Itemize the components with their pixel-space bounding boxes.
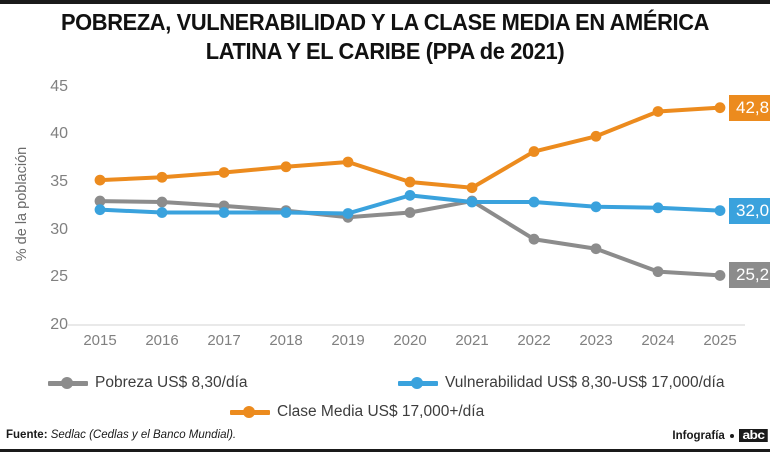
series-point [590, 201, 602, 213]
series-point [94, 195, 106, 207]
series-point [714, 270, 726, 281]
legend-marker-icon [48, 377, 88, 389]
series-point [94, 204, 106, 216]
series-point [714, 102, 726, 114]
series-point [528, 233, 540, 245]
x-tick-label: 2024 [641, 332, 675, 349]
x-tick-label: 2018 [269, 332, 303, 349]
series-point [404, 176, 416, 188]
x-tick-label: 2021 [455, 332, 489, 349]
credit-block: Infografía abc [672, 429, 768, 442]
x-tick-label: 2019 [331, 332, 365, 349]
source-text: Sedlac (Cedlas y el Banco Mundial). [50, 429, 237, 441]
y-tick-label: 45 [50, 77, 68, 95]
page-title: POBREZA, VULNERABILIDAD Y LA CLASE MEDIA… [60, 9, 710, 64]
footer-divider [0, 449, 770, 452]
x-tick-label: 2015 [83, 332, 117, 349]
series-point [280, 161, 292, 173]
series-point [280, 207, 292, 218]
top-divider [0, 0, 770, 4]
legend-marker-icon [230, 406, 270, 418]
series-point [528, 196, 540, 208]
x-tick-label: 2016 [145, 332, 179, 349]
series-point [404, 189, 416, 201]
series-point [156, 171, 168, 183]
y-tick-label: 30 [50, 220, 68, 238]
x-tick-label: 2022 [517, 332, 551, 349]
series-end-value-label: 32,0 [729, 197, 770, 224]
series-point [218, 167, 230, 178]
legend-item[interactable]: Pobreza US$ 8,30/día [48, 372, 248, 394]
credit-label: Infografía [672, 429, 725, 442]
series-point [714, 205, 726, 217]
y-tick-label: 40 [50, 125, 68, 143]
x-tick-label: 2017 [207, 332, 241, 349]
series-end-value-label: 42,8 [729, 94, 770, 121]
series-point [404, 207, 416, 218]
x-tick-label: 2025 [703, 332, 737, 349]
y-tick-label: 35 [50, 173, 68, 191]
source-note: Fuente: Sedlac (Cedlas y el Banco Mundia… [6, 429, 236, 441]
legend-marker-icon [398, 377, 438, 389]
series-point [342, 208, 354, 219]
y-tick-label: 20 [50, 316, 68, 333]
series-point [652, 202, 664, 214]
chart-plot-area: % de la población 45 40 35 30 25 20 2015 2016 2… [0, 70, 770, 366]
x-axis-ticks: 2015 2016 2017 2018 2019 2020 2021 2022 2023 2024… [0, 332, 770, 362]
series-point [528, 146, 540, 157]
series-point [342, 156, 354, 168]
series-point [590, 243, 602, 255]
series-point [156, 207, 168, 218]
series-point [652, 266, 664, 278]
series-point [218, 207, 230, 218]
series-end-value-label: 25,2 [729, 262, 770, 289]
chart-legend: Pobreza US$ 8,30/día Vulnerabilidad US$ 8… [0, 372, 770, 426]
series-line [98, 105, 722, 190]
legend-item[interactable]: Clase Media US$ 17,000+/día [230, 401, 484, 423]
y-axis-ticks: 45 40 35 30 25 20 [22, 70, 68, 366]
legend-label: Pobreza US$ 8,30/día [95, 374, 248, 391]
series-point [590, 130, 602, 142]
x-tick-label: 2020 [393, 332, 427, 349]
legend-label: Clase Media US$ 17,000+/día [277, 403, 485, 420]
bullet-icon [729, 433, 734, 438]
abc-logo: abc [738, 429, 768, 442]
series-point [466, 196, 478, 208]
series-point [94, 174, 106, 186]
legend-item[interactable]: Vulnerabilidad US$ 8,30-US$ 17,000/día [398, 372, 724, 394]
chart-series-svg [68, 102, 745, 326]
series-group [94, 102, 726, 194]
series-point [652, 106, 664, 117]
legend-label: Vulnerabilidad US$ 8,30-US$ 17,000/día [445, 374, 725, 391]
y-tick-label: 25 [50, 268, 68, 286]
source-prefix: Fuente: [6, 429, 48, 441]
series-point [466, 182, 478, 194]
footer: Fuente: Sedlac (Cedlas y el Banco Mundia… [0, 428, 770, 453]
series-group [94, 189, 726, 219]
x-tick-label: 2023 [579, 332, 613, 349]
series-point [156, 196, 168, 208]
